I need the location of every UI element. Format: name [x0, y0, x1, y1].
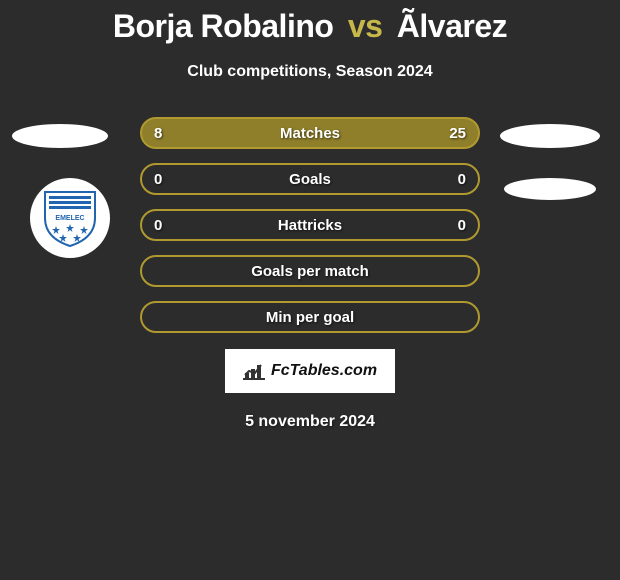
bar-chart-icon: [243, 361, 267, 381]
brand-logo-box: FcTables.com: [225, 349, 395, 393]
player1-club-badge: EMELEC: [30, 178, 110, 258]
stat-row-matches: 8 Matches 25: [140, 117, 480, 149]
stat-row-hattricks: 0 Hattricks 0: [140, 209, 480, 241]
emelec-badge-icon: EMELEC: [30, 178, 110, 258]
stat-left-value: 8: [154, 125, 178, 142]
player1-name: Borja Robalino: [113, 8, 334, 44]
subtitle: Club competitions, Season 2024: [0, 63, 620, 81]
stat-row-min-per-goal: Min per goal: [140, 301, 480, 333]
shield-icon: EMELEC: [43, 188, 97, 248]
player2-club-placeholder: [504, 178, 596, 200]
stat-label: Min per goal: [266, 309, 354, 326]
date-label: 5 november 2024: [0, 413, 620, 431]
player2-name: Ãlvarez: [397, 8, 507, 44]
stat-label: Hattricks: [278, 217, 342, 234]
stat-row-goals-per-match: Goals per match: [140, 255, 480, 287]
comparison-title: Borja Robalino vs Ãlvarez: [0, 0, 620, 45]
player1-avatar-placeholder: [12, 124, 108, 148]
stat-left-value: 0: [154, 171, 178, 188]
player2-avatar-placeholder: [500, 124, 600, 148]
stat-right-value: 0: [442, 171, 466, 188]
stat-right-value: 25: [442, 125, 466, 142]
brand-text: FcTables.com: [271, 362, 377, 380]
stat-label: Goals per match: [251, 263, 369, 280]
svg-text:EMELEC: EMELEC: [55, 215, 84, 222]
stat-label: Matches: [280, 125, 340, 142]
stat-right-value: 0: [442, 217, 466, 234]
stat-row-goals: 0 Goals 0: [140, 163, 480, 195]
stat-left-value: 0: [154, 217, 178, 234]
vs-separator: vs: [348, 8, 383, 44]
stats-container: 8 Matches 25 0 Goals 0 0 Hattricks 0 Goa…: [140, 117, 480, 333]
stat-label: Goals: [289, 171, 331, 188]
